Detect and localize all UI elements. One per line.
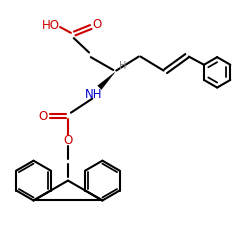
- Text: HO: HO: [42, 19, 60, 32]
- Polygon shape: [98, 72, 115, 90]
- Text: H: H: [119, 61, 127, 71]
- Text: O: O: [63, 134, 72, 147]
- Text: NH: NH: [85, 88, 102, 101]
- Text: O: O: [92, 18, 101, 30]
- Text: O: O: [38, 110, 48, 123]
